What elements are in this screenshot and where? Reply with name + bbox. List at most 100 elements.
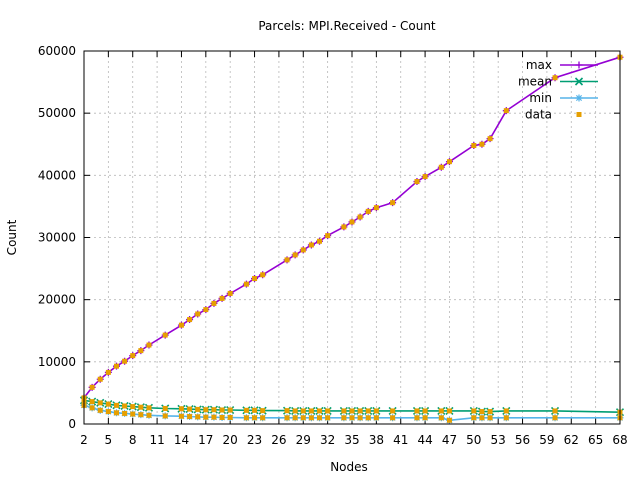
point-data [130,411,136,417]
x-tick-label: 44 [417,433,432,447]
point-data [122,403,128,409]
point-data [365,415,371,421]
x-tick-label: 68 [612,433,627,447]
point-data [300,415,306,421]
point-data [349,415,355,421]
y-tick-label: 30000 [38,231,76,245]
x-tick-label: 23 [247,433,262,447]
y-tick-label: 20000 [38,293,76,307]
point-data [357,408,363,414]
point-data [178,322,184,328]
point-data [300,247,306,253]
point-data [113,363,119,369]
point-data [89,405,95,411]
point-data [97,407,103,413]
point-data [130,353,136,359]
series-markers [79,53,625,424]
point-data [446,408,452,414]
point-data [122,358,128,364]
point-data [414,408,420,414]
point-data [89,384,95,390]
point-data [162,405,168,411]
point-data [552,408,558,414]
point-data [479,415,485,421]
point-data [113,402,119,408]
point-data [284,415,290,421]
point-data [219,295,225,301]
point-data [97,376,103,382]
x-tick-label: 59 [539,433,554,447]
y-tick-label: 50000 [38,106,76,120]
x-tick-label: 38 [369,433,384,447]
point-data [178,413,184,419]
x-tick-label: 20 [223,433,238,447]
point-data [284,408,290,414]
point-data [438,164,444,170]
x-tick-label: 2 [80,433,88,447]
point-data [438,415,444,421]
point-data [414,415,420,421]
legend-marker-data [576,112,582,117]
point-data [146,405,152,411]
point-data [357,214,363,220]
y-tick-label: 60000 [38,44,76,58]
point-data [97,400,103,406]
legend: max mean min data [518,58,598,122]
y-axis-label: Count [5,219,19,255]
point-data [365,208,371,214]
point-data [252,407,258,413]
x-tick-label: 50 [466,433,481,447]
point-data [357,415,363,421]
point-data [292,252,298,258]
x-tick-label: 56 [515,433,530,447]
x-tick-label: 62 [564,433,579,447]
point-data [552,415,558,421]
axis-ticks: 2 5 8 11 14 17 20 23 26 29 32 35 38 41 44 47 50 53 56 59 62 6… [38,44,628,447]
point-data [487,136,493,142]
x-tick-label: 5 [105,433,113,447]
point-data [308,415,314,421]
y-tick-label: 10000 [38,355,76,369]
point-data [195,406,201,412]
point-data [105,409,111,415]
point-data [552,75,558,81]
point-data [471,142,477,148]
chart-title: Parcels: MPI.Received - Count [258,19,436,33]
point-data [162,413,168,419]
point-data [292,408,298,414]
x-tick-label: 53 [491,433,506,447]
point-data [341,415,347,421]
point-data [130,404,136,410]
legend-label-data: data [525,108,552,122]
point-data [471,415,477,421]
point-data [325,408,331,414]
point-data [211,414,217,420]
point-data [317,238,323,244]
point-data [146,412,152,418]
point-data [317,415,323,421]
point-data [503,415,509,421]
legend-marker-min [575,94,583,102]
point-data [390,200,396,206]
point-data [227,290,233,296]
point-data [349,408,355,414]
point-data [446,159,452,165]
y-tick-label: 0 [68,417,76,431]
x-tick-label: 17 [198,433,213,447]
point-data [211,300,217,306]
point-data [341,408,347,414]
point-data [365,408,371,414]
point-data [122,410,128,416]
point-data [203,414,209,420]
point-data [203,307,209,313]
point-data [317,408,323,414]
point-data [260,408,266,414]
point-data [284,257,290,263]
point-data [195,311,201,317]
point-data [219,414,225,420]
point-data [252,276,258,282]
legend-label-max: max [526,58,552,72]
point-data [341,224,347,230]
x-tick-label: 8 [129,433,137,447]
